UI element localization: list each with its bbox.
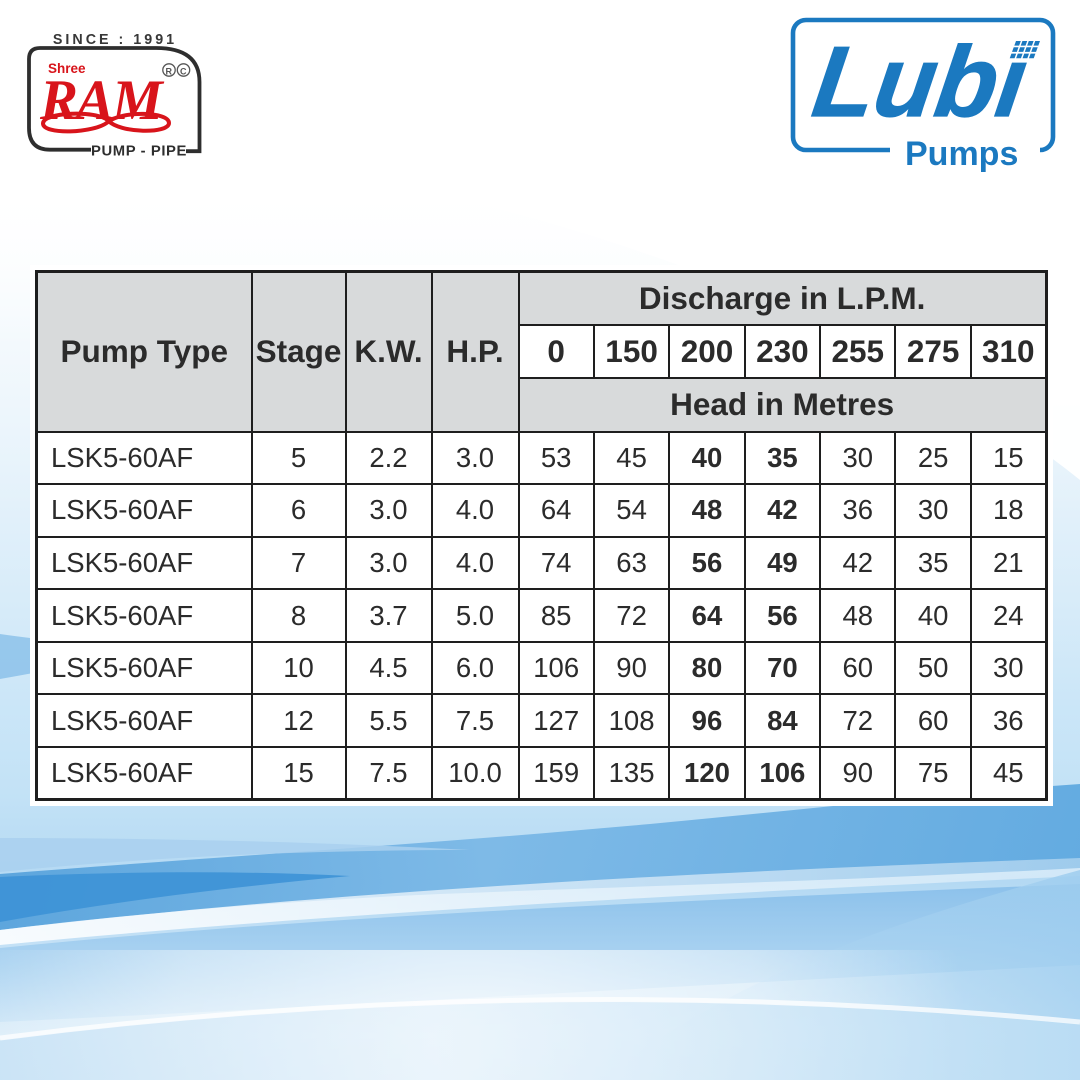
svg-text:Pumps: Pumps: [905, 135, 1018, 173]
svg-text:Lubı: Lubı: [807, 26, 1034, 137]
svg-text:SINCE : 1991: SINCE : 1991: [53, 32, 177, 48]
svg-text:R: R: [166, 67, 173, 77]
svg-text:RAM: RAM: [39, 69, 165, 132]
svg-text:PUMP - PIPE: PUMP - PIPE: [91, 144, 187, 160]
svg-text:C: C: [180, 67, 187, 77]
svg-text:Shree: Shree: [48, 61, 86, 76]
